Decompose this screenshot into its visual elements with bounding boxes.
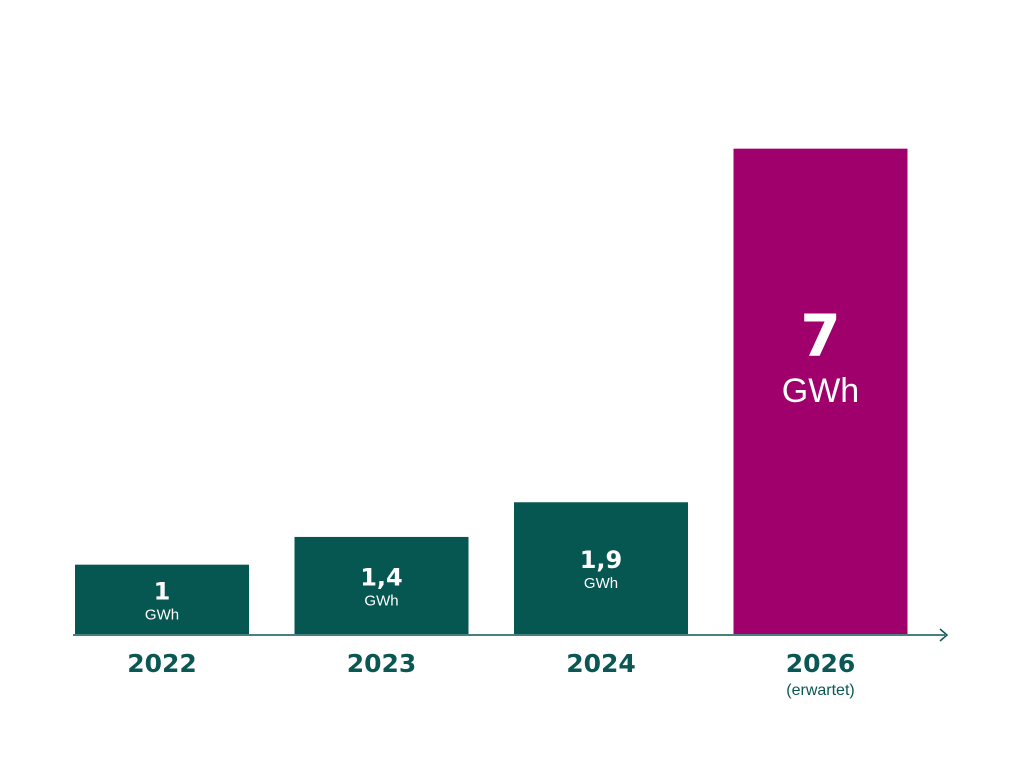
bar-unit-label: GWh <box>145 606 179 623</box>
bar <box>514 502 688 634</box>
category-label: 2026 <box>786 649 856 678</box>
bar-value-label: 1,4 <box>360 563 403 591</box>
bar <box>294 536 469 634</box>
bar-value-label: 7 <box>800 302 840 370</box>
bar <box>75 564 249 634</box>
category-label: 2024 <box>566 649 636 678</box>
category-label: 2022 <box>127 649 197 678</box>
category-label: 2023 <box>347 649 417 678</box>
category-note: (erwartet) <box>786 682 854 699</box>
bar-unit-label: GWh <box>584 575 618 592</box>
bar-unit-label: GWh <box>364 592 398 609</box>
bar-unit-label: GWh <box>782 372 859 410</box>
x-axis-arrow-icon <box>939 628 949 642</box>
category-labels-group: 2022 2023 2024 2026 (erwartet) <box>127 649 855 699</box>
bar-value-label: 1 <box>154 577 171 605</box>
bar <box>733 148 908 634</box>
x-axis <box>73 628 949 642</box>
bar-value-label: 1,9 <box>580 546 623 574</box>
